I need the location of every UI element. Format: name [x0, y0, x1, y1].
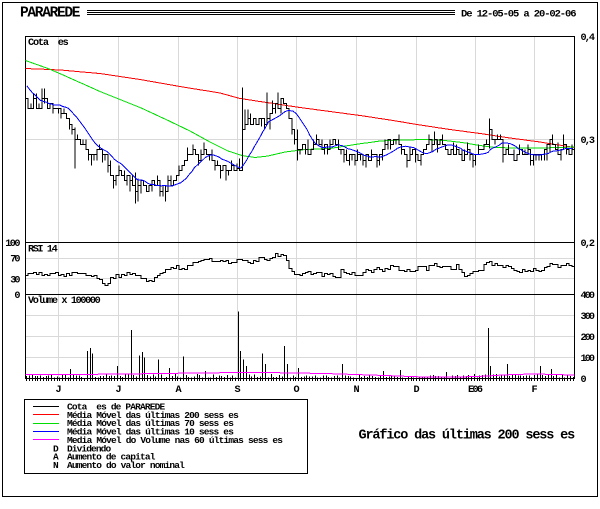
svg-text:Média Móvel das últimas 200 se: Média Móvel das últimas 200 sess es — [67, 410, 239, 421]
svg-text:0: 0 — [581, 375, 587, 386]
svg-text:D: D — [413, 385, 419, 396]
svg-text:O: O — [293, 385, 299, 396]
svg-text:PARAREDE: PARAREDE — [20, 6, 81, 22]
svg-text:0,4: 0,4 — [581, 33, 596, 44]
svg-text:RSI 14: RSI 14 — [28, 245, 58, 256]
svg-text:400: 400 — [581, 291, 596, 302]
svg-text:N: N — [353, 385, 359, 396]
svg-text:Média Móvel das últimas 70 ses: Média Móvel das últimas 70 sess es — [67, 418, 234, 429]
svg-text:100: 100 — [581, 354, 596, 365]
svg-text:100: 100 — [5, 239, 20, 250]
svg-text:Média Móvel das últimas 10 ses: Média Móvel das últimas 10 sess es — [67, 427, 234, 438]
svg-text:E06: E06 — [468, 385, 483, 396]
svg-text:J: J — [115, 385, 121, 396]
svg-text:70: 70 — [10, 255, 20, 266]
svg-text:0,2: 0,2 — [581, 239, 596, 250]
svg-text:D: D — [53, 443, 59, 454]
svg-text:N: N — [53, 460, 59, 471]
svg-text:De 12-05-05 a 20-02-06: De 12-05-05 a 20-02-06 — [461, 9, 577, 21]
svg-text:S: S — [234, 385, 240, 396]
svg-text:0,3: 0,3 — [581, 136, 596, 147]
svg-text:300: 300 — [581, 312, 596, 323]
svg-text:Aumento de capital: Aumento de capital — [67, 452, 156, 463]
svg-text:A: A — [175, 385, 182, 396]
svg-text:A: A — [53, 452, 59, 463]
svg-text:Cota es: Cota es — [28, 38, 69, 49]
svg-text:Cota es de PARAREDE: Cota es de PARAREDE — [67, 402, 165, 413]
svg-text:Dividendo: Dividendo — [67, 443, 111, 454]
svg-text:200: 200 — [581, 333, 596, 344]
svg-text:Gráfico das últimas 200 sess e: Gráfico das últimas 200 sess es — [359, 429, 576, 444]
svg-text:0: 0 — [14, 291, 20, 302]
svg-text:Media Móvel do Volume nas 60 ú: Media Móvel do Volume nas 60 últimas ses… — [67, 435, 283, 446]
svg-text:30: 30 — [10, 275, 20, 286]
svg-text:F: F — [531, 385, 537, 396]
svg-text:Aumento do valor nominal: Aumento do valor nominal — [67, 460, 185, 471]
svg-text:J: J — [55, 385, 61, 396]
svg-text:Volume x 100000: Volume x 100000 — [28, 295, 101, 307]
